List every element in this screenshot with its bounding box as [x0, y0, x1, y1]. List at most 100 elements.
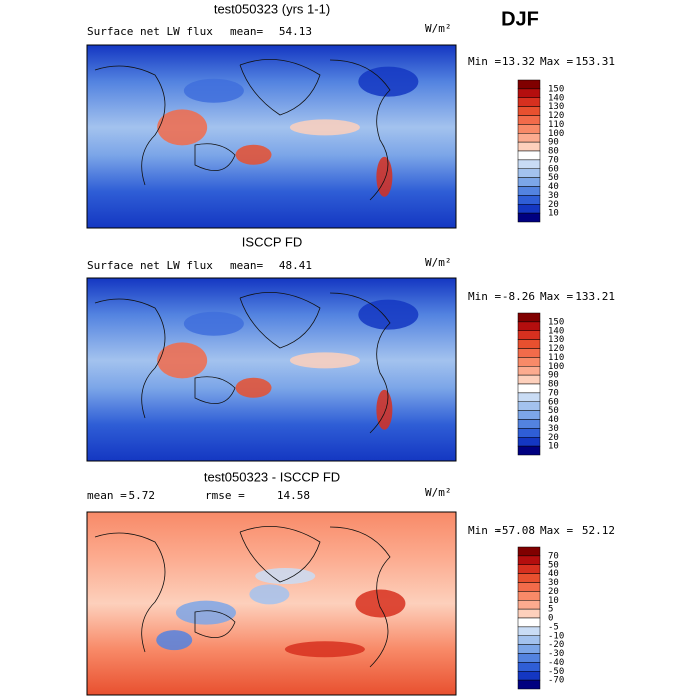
- colorbar-label: 150: [548, 317, 564, 327]
- map-region: [249, 584, 290, 605]
- colorbar-label: 150: [548, 84, 564, 94]
- colorbar-label: 50: [548, 173, 559, 183]
- colorbar-swatch: [517, 330, 541, 340]
- left-label: mean =: [87, 489, 127, 502]
- stat-value: 14.58: [277, 489, 310, 502]
- colorbar-label: 20: [548, 433, 559, 443]
- colorbar-swatch: [517, 321, 541, 331]
- coastline: [94, 59, 391, 201]
- colorbar-swatch: [517, 671, 541, 681]
- colorbar-label: -40: [548, 658, 564, 668]
- map-region: [284, 641, 365, 658]
- colorbar-swatch: [517, 159, 541, 169]
- colorbar-swatch: [517, 124, 541, 134]
- colorbar-label: 30: [548, 191, 559, 201]
- stat-label: rmse =: [205, 489, 245, 502]
- units: W/m²: [425, 256, 452, 269]
- panel-title: test050323 - ISCCP FD: [204, 469, 340, 484]
- coastline: [94, 526, 391, 668]
- colorbar-swatch: [517, 591, 541, 601]
- colorbar-label: 30: [548, 578, 559, 588]
- colorbar-swatch: [517, 374, 541, 385]
- min-value: -57.08: [495, 524, 535, 537]
- colorbar-label: 80: [548, 147, 559, 157]
- colorbar-swatch: [517, 662, 541, 672]
- units: W/m²: [425, 22, 452, 35]
- colorbar-label: -30: [548, 649, 564, 659]
- colorbar-label: 10: [548, 596, 559, 606]
- panel-title: test050323 (yrs 1-1): [214, 1, 330, 16]
- map-region: [235, 144, 272, 165]
- colorbar-label: 5: [548, 605, 553, 615]
- colorbar-swatch: [517, 445, 541, 456]
- colorbar-label: 60: [548, 397, 559, 407]
- map-region: [358, 66, 419, 97]
- colorbar-swatch: [517, 115, 541, 125]
- map-region: [289, 119, 360, 136]
- colorbar-swatch: [517, 79, 541, 90]
- max-label: Max =: [540, 55, 573, 68]
- colorbar-label: 10: [548, 209, 559, 219]
- max-value: 52.12: [582, 524, 615, 537]
- colorbar-swatch: [517, 366, 541, 376]
- stat-label: mean=: [230, 259, 263, 272]
- map-region: [157, 342, 208, 379]
- colorbar-swatch: [517, 600, 541, 610]
- colorbar-label: 60: [548, 164, 559, 174]
- colorbar-swatch: [517, 88, 541, 98]
- left-value: 5.72: [129, 489, 156, 502]
- map-region: [358, 299, 419, 330]
- max-label: Max =: [540, 524, 573, 537]
- colorbar-label: 20: [548, 200, 559, 210]
- colorbar-swatch: [517, 653, 541, 663]
- max-value: 133.21: [575, 290, 615, 303]
- map-region: [376, 389, 393, 430]
- map-region: [235, 377, 272, 398]
- map-region: [183, 311, 244, 336]
- colorbar-swatch: [517, 212, 541, 223]
- colorbar-swatch: [517, 419, 541, 429]
- panel-title: ISCCP FD: [242, 234, 302, 249]
- colorbar-label: 20: [548, 587, 559, 597]
- colorbar-label: 0: [548, 614, 553, 624]
- colorbar-swatch: [517, 392, 541, 402]
- colorbar-label: 50: [548, 560, 559, 570]
- colorbar-label: 70: [548, 551, 559, 561]
- colorbar-label: 50: [548, 406, 559, 416]
- colorbar-swatch: [517, 312, 541, 323]
- stat-value: 54.13: [279, 25, 312, 38]
- colorbar-swatch: [517, 106, 541, 116]
- min-label: Min =: [468, 290, 501, 303]
- colorbar-label: -5: [548, 622, 559, 632]
- colorbar-swatch: [517, 582, 541, 592]
- colorbar-swatch: [517, 150, 541, 161]
- map-region: [183, 78, 244, 103]
- coastline: [94, 292, 391, 434]
- colorbar-swatch: [517, 428, 541, 438]
- colorbar-swatch: [517, 401, 541, 411]
- colorbar-swatch: [517, 357, 541, 367]
- colorbar-label: -10: [548, 631, 564, 641]
- colorbar-swatch: [517, 573, 541, 583]
- colorbar-swatch: [517, 555, 541, 565]
- max-value: 153.31: [575, 55, 615, 68]
- map-region: [255, 568, 316, 585]
- units: W/m²: [425, 486, 452, 499]
- max-label: Max =: [540, 290, 573, 303]
- season: DJF: [501, 8, 539, 30]
- colorbar-swatch: [517, 626, 541, 636]
- colorbar-swatch: [517, 141, 541, 152]
- min-value: -8.26: [502, 290, 535, 303]
- map-region: [289, 352, 360, 369]
- colorbar-swatch: [517, 644, 541, 654]
- colorbar-swatch: [517, 195, 541, 205]
- colorbar-label: 130: [548, 102, 564, 112]
- colorbar-label: 10: [548, 442, 559, 452]
- min-label: Min =: [468, 524, 501, 537]
- colorbar-label: 90: [548, 371, 559, 381]
- colorbar-swatch: [517, 608, 541, 619]
- colorbar-swatch: [517, 168, 541, 178]
- map-region: [156, 630, 193, 651]
- colorbar-swatch: [517, 204, 541, 214]
- map-region: [376, 156, 393, 197]
